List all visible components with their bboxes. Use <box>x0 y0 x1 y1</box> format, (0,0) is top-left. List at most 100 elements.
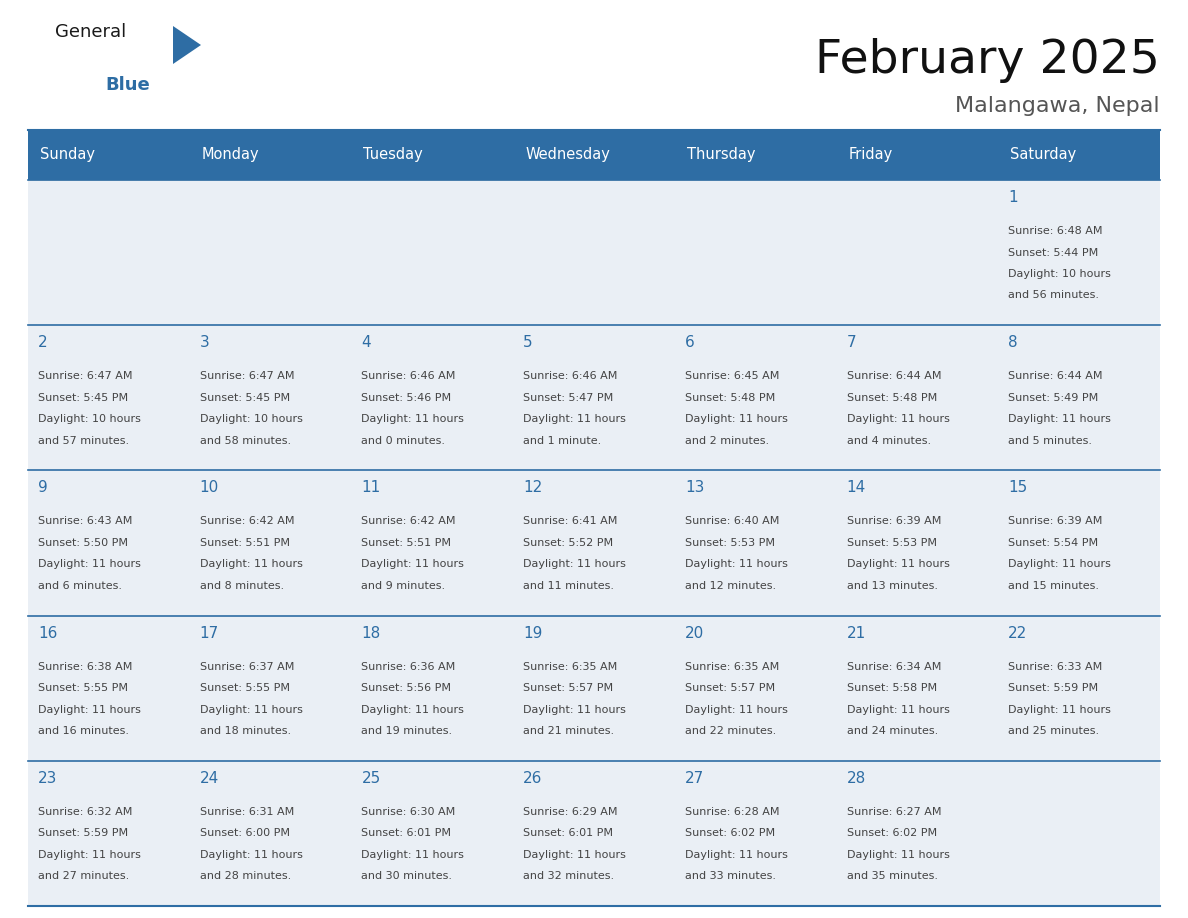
Text: Sunrise: 6:40 AM: Sunrise: 6:40 AM <box>684 517 779 526</box>
Text: Daylight: 11 hours: Daylight: 11 hours <box>847 705 949 714</box>
Text: Sunrise: 6:39 AM: Sunrise: 6:39 AM <box>1009 517 1102 526</box>
Bar <box>675 130 836 180</box>
Bar <box>190 616 352 761</box>
Bar <box>998 761 1159 906</box>
Text: Daylight: 11 hours: Daylight: 11 hours <box>361 850 465 860</box>
Text: 28: 28 <box>847 771 866 786</box>
Text: Daylight: 11 hours: Daylight: 11 hours <box>1009 559 1111 569</box>
Text: General: General <box>55 23 126 41</box>
Text: 12: 12 <box>523 480 543 496</box>
Text: Daylight: 11 hours: Daylight: 11 hours <box>200 559 303 569</box>
Text: Daylight: 11 hours: Daylight: 11 hours <box>361 559 465 569</box>
Bar <box>836 761 998 906</box>
Bar <box>190 130 352 180</box>
Text: Sunset: 5:58 PM: Sunset: 5:58 PM <box>847 683 936 693</box>
Text: Sunset: 5:53 PM: Sunset: 5:53 PM <box>847 538 936 548</box>
Bar <box>998 325 1159 470</box>
Text: and 5 minutes.: and 5 minutes. <box>1009 436 1092 446</box>
Text: Tuesday: Tuesday <box>364 148 423 162</box>
Text: Daylight: 11 hours: Daylight: 11 hours <box>847 559 949 569</box>
Bar <box>836 616 998 761</box>
Text: Sunrise: 6:44 AM: Sunrise: 6:44 AM <box>1009 371 1102 381</box>
Text: Sunrise: 6:48 AM: Sunrise: 6:48 AM <box>1009 226 1102 236</box>
Text: Daylight: 11 hours: Daylight: 11 hours <box>361 414 465 424</box>
Text: Daylight: 11 hours: Daylight: 11 hours <box>38 559 141 569</box>
Text: Sunrise: 6:34 AM: Sunrise: 6:34 AM <box>847 662 941 672</box>
Bar <box>29 616 190 761</box>
Text: Sunrise: 6:42 AM: Sunrise: 6:42 AM <box>200 517 295 526</box>
Text: Sunrise: 6:38 AM: Sunrise: 6:38 AM <box>38 662 132 672</box>
Bar <box>29 180 190 325</box>
Text: Sunset: 5:48 PM: Sunset: 5:48 PM <box>684 393 775 403</box>
Text: Daylight: 11 hours: Daylight: 11 hours <box>684 414 788 424</box>
Bar <box>513 180 675 325</box>
Text: Sunrise: 6:35 AM: Sunrise: 6:35 AM <box>684 662 779 672</box>
Text: 2: 2 <box>38 335 48 350</box>
Bar <box>352 470 513 616</box>
Text: 25: 25 <box>361 771 380 786</box>
Text: and 19 minutes.: and 19 minutes. <box>361 726 453 736</box>
Bar <box>190 761 352 906</box>
Text: and 18 minutes.: and 18 minutes. <box>200 726 291 736</box>
Text: Sunrise: 6:35 AM: Sunrise: 6:35 AM <box>523 662 618 672</box>
Text: and 8 minutes.: and 8 minutes. <box>200 581 284 591</box>
Bar <box>190 180 352 325</box>
Text: and 13 minutes.: and 13 minutes. <box>847 581 937 591</box>
Text: and 1 minute.: and 1 minute. <box>523 436 601 446</box>
Text: Sunrise: 6:44 AM: Sunrise: 6:44 AM <box>847 371 941 381</box>
Bar <box>513 470 675 616</box>
Text: Sunrise: 6:46 AM: Sunrise: 6:46 AM <box>361 371 456 381</box>
Text: Sunday: Sunday <box>40 148 95 162</box>
Text: Daylight: 11 hours: Daylight: 11 hours <box>1009 705 1111 714</box>
Bar <box>675 761 836 906</box>
Text: and 30 minutes.: and 30 minutes. <box>361 871 453 881</box>
Text: Sunset: 5:45 PM: Sunset: 5:45 PM <box>38 393 128 403</box>
Bar <box>513 325 675 470</box>
Text: and 58 minutes.: and 58 minutes. <box>200 436 291 446</box>
Text: 16: 16 <box>38 625 57 641</box>
Text: Sunset: 5:45 PM: Sunset: 5:45 PM <box>200 393 290 403</box>
Text: Sunset: 5:51 PM: Sunset: 5:51 PM <box>361 538 451 548</box>
Text: Sunrise: 6:29 AM: Sunrise: 6:29 AM <box>523 807 618 817</box>
Text: and 35 minutes.: and 35 minutes. <box>847 871 937 881</box>
Bar <box>352 761 513 906</box>
Text: Daylight: 11 hours: Daylight: 11 hours <box>847 850 949 860</box>
Text: Sunrise: 6:47 AM: Sunrise: 6:47 AM <box>200 371 295 381</box>
Bar <box>29 325 190 470</box>
Text: 27: 27 <box>684 771 704 786</box>
Bar <box>675 325 836 470</box>
Bar <box>352 130 513 180</box>
Bar <box>352 616 513 761</box>
Bar <box>190 470 352 616</box>
Bar <box>190 325 352 470</box>
Text: 9: 9 <box>38 480 48 496</box>
Text: Daylight: 11 hours: Daylight: 11 hours <box>38 705 141 714</box>
Text: Malangawa, Nepal: Malangawa, Nepal <box>955 96 1159 116</box>
Text: 1: 1 <box>1009 190 1018 205</box>
Text: Sunset: 5:54 PM: Sunset: 5:54 PM <box>1009 538 1099 548</box>
Bar <box>513 130 675 180</box>
Polygon shape <box>173 26 201 64</box>
Text: 5: 5 <box>523 335 532 350</box>
Text: Sunset: 5:55 PM: Sunset: 5:55 PM <box>38 683 128 693</box>
Text: Saturday: Saturday <box>1010 148 1076 162</box>
Text: Sunrise: 6:31 AM: Sunrise: 6:31 AM <box>200 807 293 817</box>
Text: 26: 26 <box>523 771 543 786</box>
Text: 14: 14 <box>847 480 866 496</box>
Text: Sunrise: 6:27 AM: Sunrise: 6:27 AM <box>847 807 941 817</box>
Bar <box>836 325 998 470</box>
Text: and 15 minutes.: and 15 minutes. <box>1009 581 1099 591</box>
Text: Blue: Blue <box>105 76 150 94</box>
Bar <box>29 130 190 180</box>
Text: Daylight: 11 hours: Daylight: 11 hours <box>200 850 303 860</box>
Text: Sunrise: 6:45 AM: Sunrise: 6:45 AM <box>684 371 779 381</box>
Text: Daylight: 10 hours: Daylight: 10 hours <box>38 414 141 424</box>
Text: Daylight: 11 hours: Daylight: 11 hours <box>200 705 303 714</box>
Text: Wednesday: Wednesday <box>525 148 609 162</box>
Text: and 4 minutes.: and 4 minutes. <box>847 436 930 446</box>
Text: Sunset: 5:48 PM: Sunset: 5:48 PM <box>847 393 937 403</box>
Text: Sunset: 6:02 PM: Sunset: 6:02 PM <box>847 828 936 838</box>
Text: Sunrise: 6:36 AM: Sunrise: 6:36 AM <box>361 662 456 672</box>
Text: Daylight: 11 hours: Daylight: 11 hours <box>38 850 141 860</box>
Text: Daylight: 11 hours: Daylight: 11 hours <box>1009 414 1111 424</box>
